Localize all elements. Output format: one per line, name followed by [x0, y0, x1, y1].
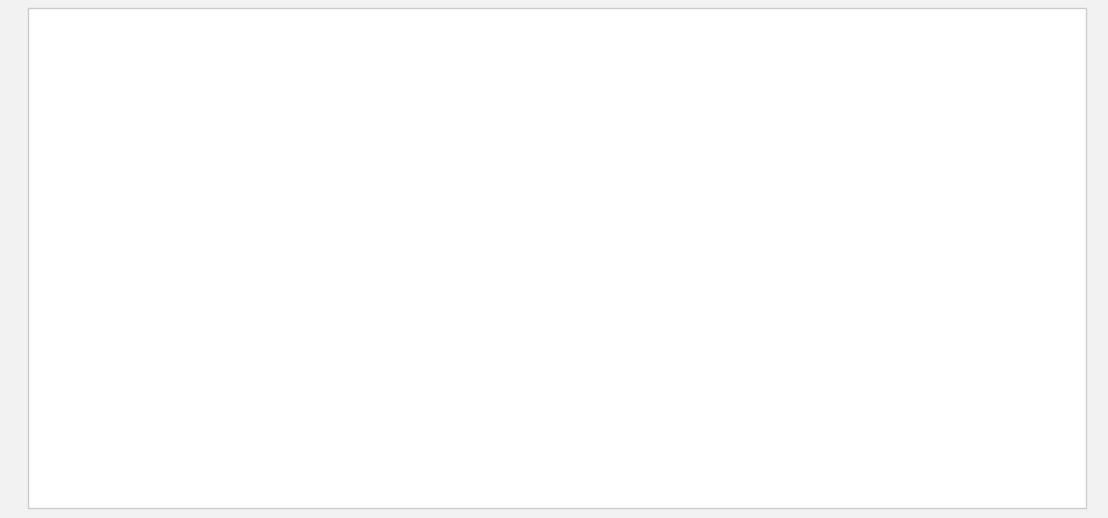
Bar — [226, 378, 237, 425]
Bar — [397, 321, 409, 425]
Bar — [683, 414, 695, 425]
Bar — [409, 383, 420, 425]
Bar — [653, 414, 664, 425]
Bar — [714, 399, 725, 425]
Bar — [1006, 93, 1018, 425]
Bar — [804, 420, 817, 425]
Bar — [793, 363, 804, 425]
Bar — [531, 383, 542, 425]
Bar — [915, 321, 926, 425]
Bar — [256, 368, 268, 425]
Bar — [458, 316, 470, 425]
Bar — [865, 420, 878, 425]
Bar — [976, 373, 987, 425]
Bar — [701, 352, 714, 425]
Bar — [732, 373, 743, 425]
Bar — [550, 352, 561, 425]
Bar — [884, 352, 896, 425]
Bar — [500, 414, 512, 425]
Bar — [153, 316, 165, 425]
Bar — [957, 414, 968, 425]
Bar — [428, 373, 439, 425]
Bar — [835, 404, 847, 425]
Bar — [275, 332, 287, 425]
Bar — [245, 316, 256, 425]
Bar — [561, 383, 573, 425]
Bar — [640, 383, 653, 425]
Bar — [214, 373, 226, 425]
Bar — [671, 363, 683, 425]
Bar — [287, 363, 298, 425]
Bar — [823, 342, 835, 425]
Bar — [336, 363, 348, 425]
Bar — [306, 352, 317, 425]
Bar — [489, 342, 500, 425]
Bar — [367, 295, 378, 425]
Bar — [854, 332, 865, 425]
Bar — [165, 342, 176, 425]
Bar — [184, 321, 195, 425]
Title: Distribution of Men and Women Attorneys by Experience Year: Distribution of Men and Women Attorneys … — [191, 24, 962, 48]
Bar — [317, 368, 329, 425]
Bar — [439, 394, 451, 425]
Bar — [378, 404, 390, 425]
Bar — [348, 363, 359, 425]
Bar — [134, 306, 146, 425]
Bar — [123, 285, 134, 425]
Bar — [762, 373, 774, 425]
Bar — [926, 409, 938, 425]
Legend: Men, Women: Men, Women — [493, 480, 659, 507]
Bar — [611, 378, 622, 425]
Bar — [945, 399, 957, 425]
Bar — [774, 414, 786, 425]
Bar — [579, 295, 592, 425]
Bar — [195, 342, 207, 425]
Bar — [470, 399, 481, 425]
Bar — [743, 409, 756, 425]
Bar — [592, 420, 603, 425]
Bar — [519, 326, 531, 425]
Bar — [1018, 404, 1029, 425]
